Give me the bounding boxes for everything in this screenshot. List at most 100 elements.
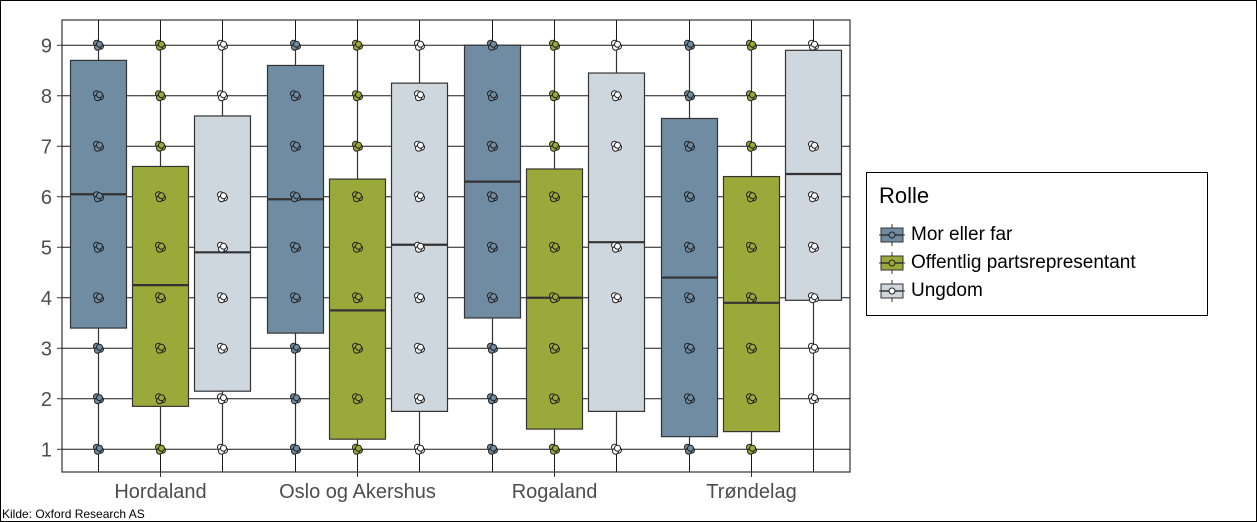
data-point (293, 343, 300, 351)
data-point (96, 192, 103, 200)
data-point (293, 394, 300, 402)
data-point (552, 40, 559, 48)
data-point (490, 343, 497, 351)
box-body (722, 175, 781, 433)
data-point (490, 192, 497, 200)
data-point (417, 242, 424, 250)
legend: Rolle Mor eller far Offentlig partsrepres… (866, 172, 1208, 316)
data-point (293, 141, 300, 149)
data-point (811, 394, 818, 402)
box-body (131, 165, 190, 407)
data-point (96, 40, 103, 48)
data-point (417, 192, 424, 200)
data-point (158, 91, 165, 99)
legend-label: Mor eller far (911, 224, 1013, 245)
data-point (355, 343, 362, 351)
data-point (687, 242, 694, 250)
data-point (749, 394, 756, 402)
data-point (417, 293, 424, 301)
data-point (552, 394, 559, 402)
data-point (355, 192, 362, 200)
y-tick-label: 2 (41, 389, 52, 411)
legend-item: Ungdom (879, 279, 983, 303)
y-tick-label: 5 (41, 237, 52, 259)
data-point (811, 141, 818, 149)
legend-label: Offentlig partsrepresentant (911, 252, 1136, 273)
data-point (749, 343, 756, 351)
data-point (158, 343, 165, 351)
legend-key-icon (879, 224, 905, 246)
data-point (490, 141, 497, 149)
box-3-0 (660, 39, 719, 455)
data-point (749, 91, 756, 99)
data-point (417, 40, 424, 48)
data-point (614, 242, 621, 250)
data-point (158, 444, 165, 452)
data-point (96, 394, 103, 402)
data-point (96, 444, 103, 452)
box-1-0 (266, 39, 325, 455)
data-point (811, 293, 818, 301)
data-point (96, 141, 103, 149)
data-point (417, 343, 424, 351)
data-point (417, 91, 424, 99)
data-point (355, 91, 362, 99)
y-tick-label: 1 (41, 439, 52, 461)
x-axis-ticks: Hordaland Oslo og Akershus Rogaland Trøndel… (114, 472, 797, 503)
data-point (614, 444, 621, 452)
data-point (293, 40, 300, 48)
data-point (552, 91, 559, 99)
data-point (220, 394, 227, 402)
box-body (784, 49, 843, 301)
box-2-2 (587, 39, 646, 455)
data-point (158, 293, 165, 301)
data-point (749, 141, 756, 149)
legend-item: Mor eller far (879, 223, 1012, 247)
data-point (355, 141, 362, 149)
data-point (811, 242, 818, 250)
data-point (749, 192, 756, 200)
box-0-2 (193, 39, 252, 455)
data-point (687, 40, 694, 48)
data-point (552, 242, 559, 250)
x-tick-label: Rogaland (512, 481, 598, 503)
data-point (811, 192, 818, 200)
data-point (293, 192, 300, 200)
box-1-2 (390, 39, 449, 455)
legend-title: Rolle (879, 183, 930, 208)
data-point (96, 293, 103, 301)
data-point (158, 40, 165, 48)
data-point (96, 91, 103, 99)
box-0-0 (69, 39, 128, 455)
data-point (417, 394, 424, 402)
data-point (293, 91, 300, 99)
legend-label: Ungdom (911, 280, 983, 301)
y-tick-label: 4 (41, 288, 52, 310)
data-point (811, 343, 818, 351)
x-tick-label: Hordaland (114, 481, 206, 503)
data-point (552, 444, 559, 452)
y-tick-label: 6 (41, 187, 52, 209)
data-point (490, 91, 497, 99)
data-point (355, 242, 362, 250)
data-point (293, 242, 300, 250)
box-0-1 (131, 39, 190, 455)
x-tick-label: Trøndelag (706, 481, 796, 503)
data-point (552, 192, 559, 200)
data-point (490, 242, 497, 250)
x-tick-label: Oslo og Akershus (279, 481, 436, 503)
data-point (220, 192, 227, 200)
data-point (749, 444, 756, 452)
data-point (220, 343, 227, 351)
y-axis-ticks: 1 2 3 4 5 6 7 8 9 (41, 35, 62, 461)
data-point (96, 242, 103, 250)
data-point (158, 192, 165, 200)
data-point (355, 293, 362, 301)
data-point (293, 444, 300, 452)
box-2-1 (525, 39, 584, 455)
data-point (220, 91, 227, 99)
data-point (490, 394, 497, 402)
data-point (96, 343, 103, 351)
legend-item: Offentlig partsrepresentant (879, 251, 1136, 275)
